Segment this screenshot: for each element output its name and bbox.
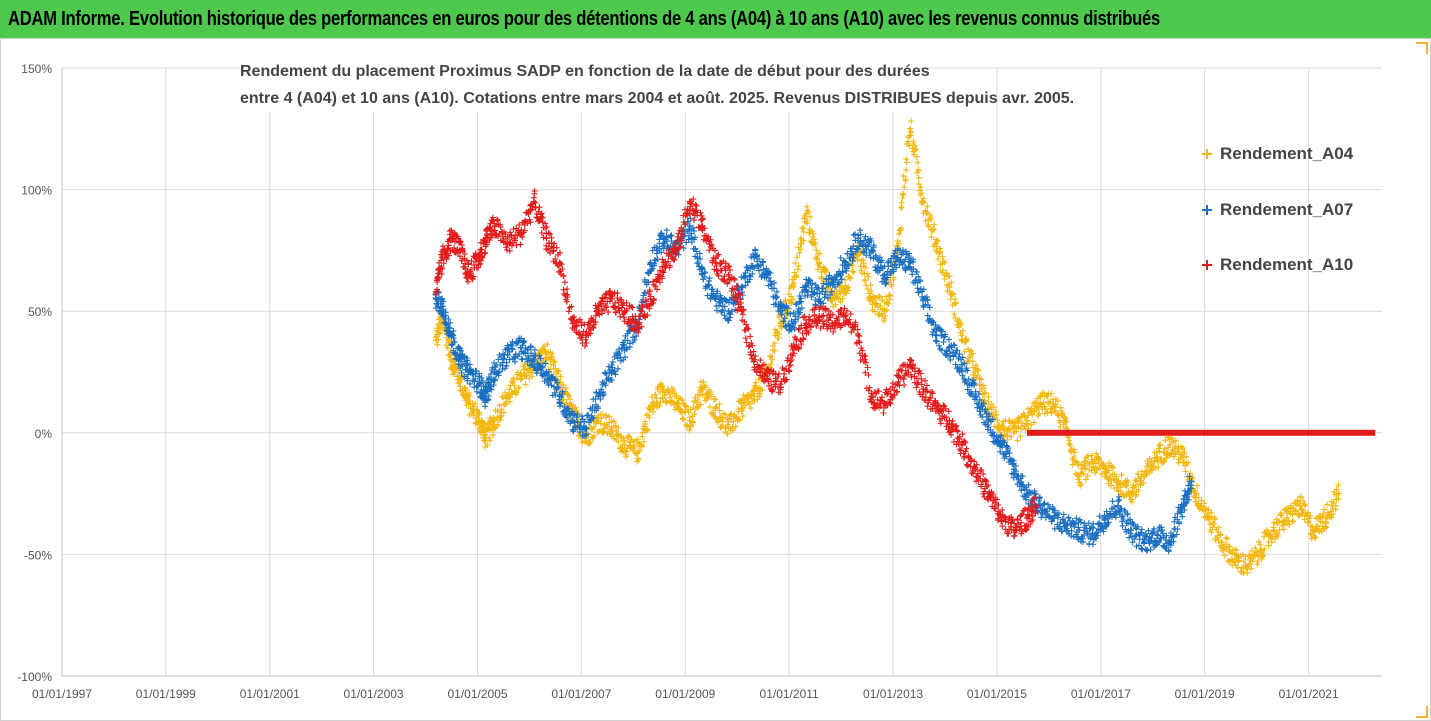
y-tick-label: 0% [35, 427, 53, 441]
resize-handle-top-right[interactable] [1416, 42, 1428, 54]
y-tick-label: -100% [17, 670, 52, 684]
x-tick-label: 01/01/1999 [136, 687, 196, 701]
y-tick-label: 50% [28, 305, 52, 319]
x-tick-label: 01/01/2013 [863, 687, 923, 701]
x-tick-label: 01/01/2009 [655, 687, 715, 701]
x-axis-ticks: 01/01/1997 01/01/1999 01/01/2001 01/01/2003… [32, 687, 1339, 701]
data-point-cloud [432, 215, 1195, 555]
flat-zero-segment [1027, 429, 1376, 436]
data-point [1037, 400, 1044, 407]
report-banner: ADAM Informe. Evolution historique des p… [0, 0, 1431, 38]
x-tick-label: 01/01/1997 [32, 687, 92, 701]
chart-title: Rendement du placement Proximus SADP en … [240, 58, 1075, 112]
chart-frame [0, 38, 1431, 721]
x-tick-label: 01/01/2007 [551, 687, 611, 701]
legend-item-a04: Rendement_A04 [1200, 142, 1353, 166]
chart-title-line-1: Rendement du placement Proximus SADP en … [240, 63, 930, 80]
legend-item-a10: Rendement_A10 [1200, 253, 1353, 277]
data-point-cloud [432, 187, 1039, 540]
data-point-cloud [432, 118, 1342, 577]
chart-title-line-2: entre 4 (A04) et 10 ans (A10). Cotations… [240, 90, 1075, 107]
resize-handle-bottom-right[interactable] [1416, 706, 1428, 718]
legend-label-a04: Rendement_A04 [1220, 144, 1354, 163]
plus-marker-icon [1200, 203, 1214, 217]
x-tick-label: 01/01/2011 [760, 687, 819, 701]
banner-title: ADAM Informe. Evolution historique des p… [8, 7, 1161, 30]
chart-grid [61, 67, 1382, 677]
x-tick-label: 01/01/2019 [1175, 687, 1235, 701]
series-rendement-a07 [432, 215, 1195, 555]
y-tick-label: 150% [21, 62, 52, 76]
x-tick-label: 01/01/2021 [1279, 687, 1339, 701]
y-tick-label: -50% [24, 548, 52, 562]
x-tick-label: 01/01/2017 [1071, 687, 1131, 701]
x-tick-label: 01/01/2015 [967, 687, 1027, 701]
chart-series [432, 118, 1376, 577]
legend-label-a07: Rendement_A07 [1220, 200, 1354, 219]
legend-label-a10: Rendement_A10 [1220, 255, 1354, 274]
x-tick-label: 01/01/2005 [448, 687, 508, 701]
plus-marker-icon [1200, 258, 1214, 272]
y-axis-ticks: -100% -50% 0% 50% 100% 150% [17, 62, 52, 684]
x-tick-label: 01/01/2003 [344, 687, 404, 701]
series-rendement-a10 [432, 187, 1376, 540]
plus-marker-icon [1200, 147, 1214, 161]
y-tick-label: 100% [21, 184, 52, 198]
x-tick-label: 01/01/2001 [240, 687, 300, 701]
legend-item-a07: Rendement_A07 [1200, 198, 1353, 222]
series-rendement-a04 [432, 118, 1342, 577]
